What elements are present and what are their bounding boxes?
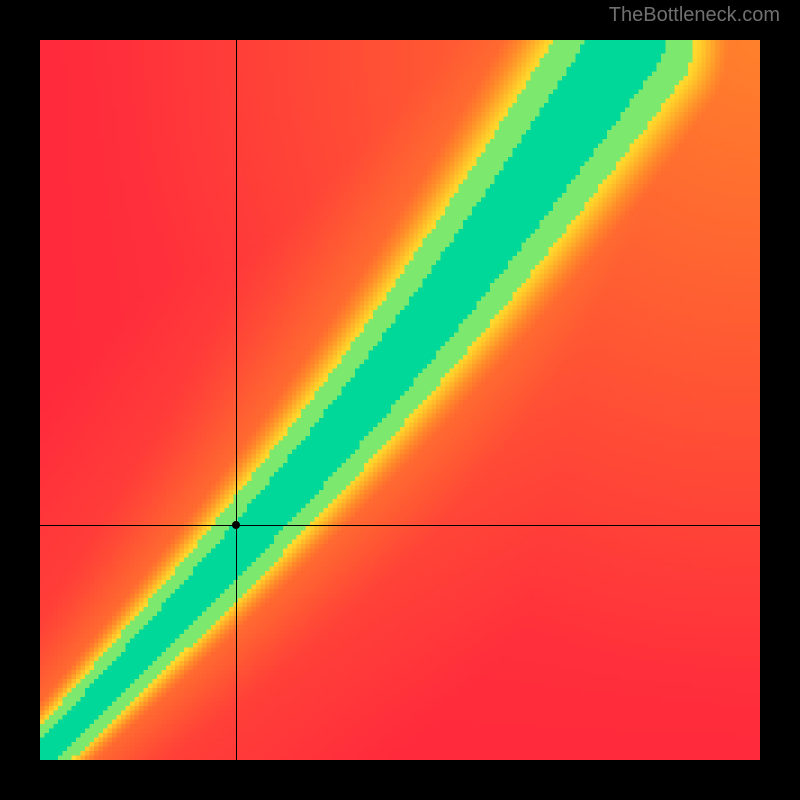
watermark-text: TheBottleneck.com	[609, 4, 780, 27]
heatmap-plot	[40, 40, 760, 760]
marker-dot	[232, 521, 240, 529]
chart-container: TheBottleneck.com	[0, 0, 800, 800]
heatmap-canvas	[40, 40, 760, 760]
crosshair-horizontal	[40, 525, 760, 526]
crosshair-vertical	[236, 40, 237, 760]
